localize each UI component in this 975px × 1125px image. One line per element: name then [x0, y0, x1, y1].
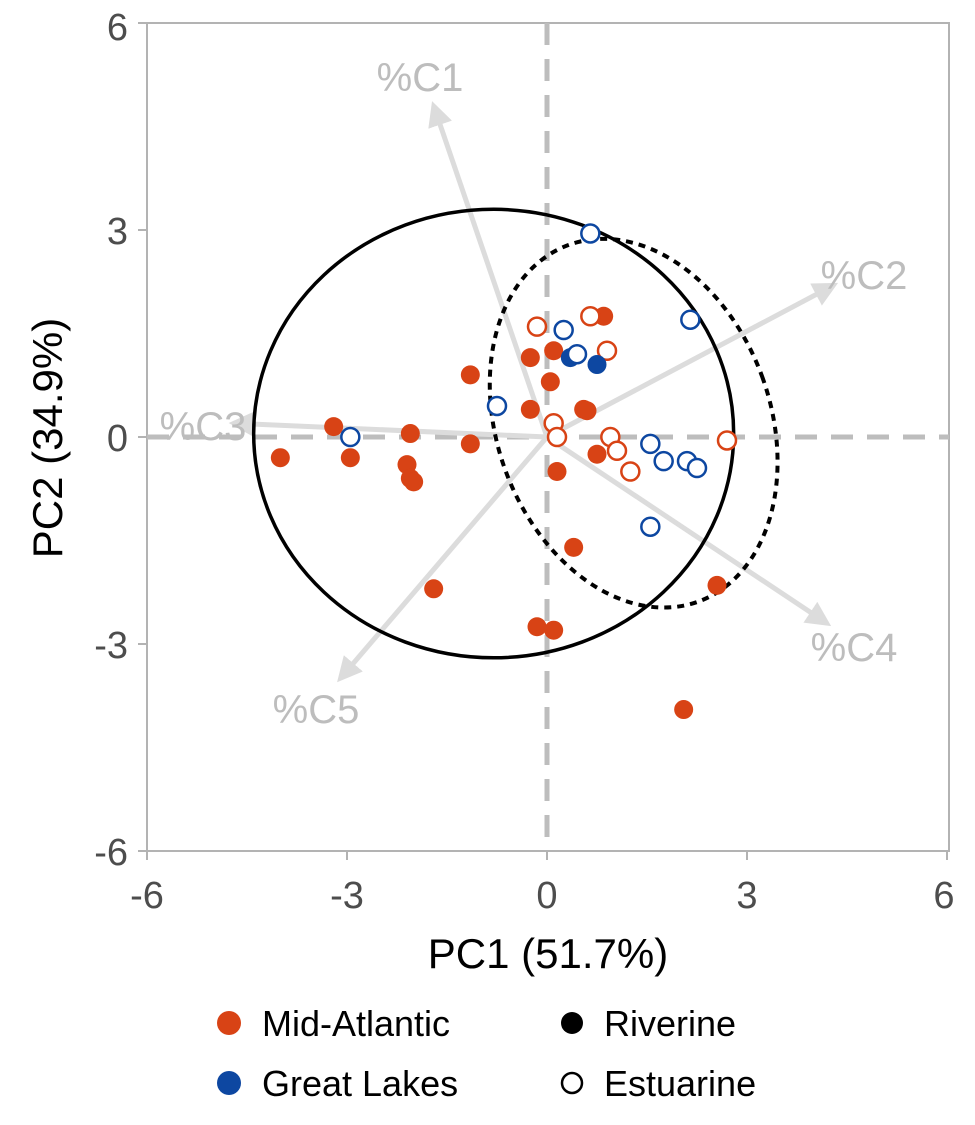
y-tick-label: 0 [107, 418, 128, 460]
x-tick-label: 6 [933, 875, 954, 917]
point-mid-atlantic-riverine [540, 372, 560, 392]
legend-label-riverine: Riverine [604, 1003, 736, 1044]
loading-label-c1: %C1 [377, 56, 464, 100]
point-mid-atlantic-estuarine [580, 306, 601, 327]
loading-label-c2: %C2 [821, 254, 908, 298]
point-great-lakes-estuarine [580, 223, 601, 244]
point-great-lakes-estuarine [640, 516, 661, 537]
point-mid-atlantic-riverine [520, 348, 540, 368]
point-great-lakes-estuarine [553, 319, 574, 341]
legend: Mid-Atlantic Great Lakes Riverine Estuar… [217, 1003, 756, 1104]
point-great-lakes-estuarine [653, 450, 674, 472]
point-mid-atlantic-riverine [707, 575, 727, 595]
axis-ticks [138, 22, 948, 860]
loading-arrow-c4 [545, 434, 832, 627]
y-tick-label: 3 [107, 211, 128, 253]
point-mid-atlantic-riverine [544, 620, 564, 640]
y-axis-title: PC2 (34.9%) [24, 318, 71, 558]
point-great-lakes-estuarine [340, 426, 361, 448]
point-mid-atlantic-riverine [587, 444, 607, 464]
point-great-lakes-riverine [587, 355, 607, 375]
point-mid-atlantic-riverine [400, 424, 420, 444]
point-mid-atlantic-riverine [564, 537, 584, 557]
legend-swatch-great-lakes [217, 1071, 241, 1095]
x-tick-label: 0 [536, 875, 557, 917]
loading-arrow-c1 [428, 101, 550, 438]
legend-swatch-mid-atlantic [217, 1011, 241, 1035]
point-mid-atlantic-estuarine [606, 440, 628, 462]
x-tick-label: -6 [130, 875, 164, 917]
loading-arrow-c5 [337, 435, 549, 683]
loading-arrows [228, 101, 839, 683]
point-mid-atlantic-riverine [577, 401, 597, 421]
point-mid-atlantic-estuarine [620, 461, 641, 482]
legend-label-estuarine: Estuarine [604, 1063, 756, 1104]
point-mid-atlantic-riverine [340, 448, 360, 468]
loading-label-c3: %C3 [160, 405, 247, 449]
data-points [270, 223, 738, 720]
point-mid-atlantic-estuarine [596, 340, 618, 361]
point-mid-atlantic-estuarine [716, 430, 738, 451]
point-mid-atlantic-estuarine [526, 316, 548, 337]
legend-swatch-riverine [561, 1012, 583, 1034]
x-tick-label: 3 [736, 875, 757, 917]
x-axis-title: PC1 (51.7%) [428, 930, 668, 977]
point-mid-atlantic-riverine [460, 434, 480, 454]
legend-label-great-lakes: Great Lakes [262, 1063, 458, 1104]
y-tick-label: 6 [107, 7, 128, 49]
ellipse-estuarine [487, 236, 780, 610]
point-mid-atlantic-riverine [544, 341, 564, 361]
point-mid-atlantic-riverine [460, 365, 480, 385]
point-mid-atlantic-riverine [674, 700, 694, 720]
point-great-lakes-estuarine [640, 433, 661, 455]
point-mid-atlantic-riverine [424, 579, 444, 599]
point-mid-atlantic-riverine [527, 617, 547, 637]
point-great-lakes-estuarine [680, 309, 701, 330]
x-tick-label: -3 [330, 875, 364, 917]
point-great-lakes-estuarine [486, 395, 508, 417]
point-great-lakes-estuarine [686, 457, 708, 479]
point-great-lakes-estuarine [566, 343, 588, 365]
point-mid-atlantic-riverine [547, 462, 567, 481]
loading-label-c5: %C5 [273, 688, 360, 732]
legend-swatch-estuarine [560, 1071, 584, 1095]
point-mid-atlantic-riverine [404, 472, 424, 492]
point-mid-atlantic-riverine [520, 399, 540, 419]
point-mid-atlantic-riverine [270, 448, 290, 468]
loading-label-c4: %C4 [811, 626, 898, 670]
point-mid-atlantic-riverine [324, 417, 344, 437]
y-tick-label: -6 [94, 832, 128, 874]
point-mid-atlantic-estuarine [546, 426, 568, 448]
y-tick-label: -3 [94, 625, 128, 667]
legend-label-mid-atlantic: Mid-Atlantic [262, 1003, 450, 1044]
